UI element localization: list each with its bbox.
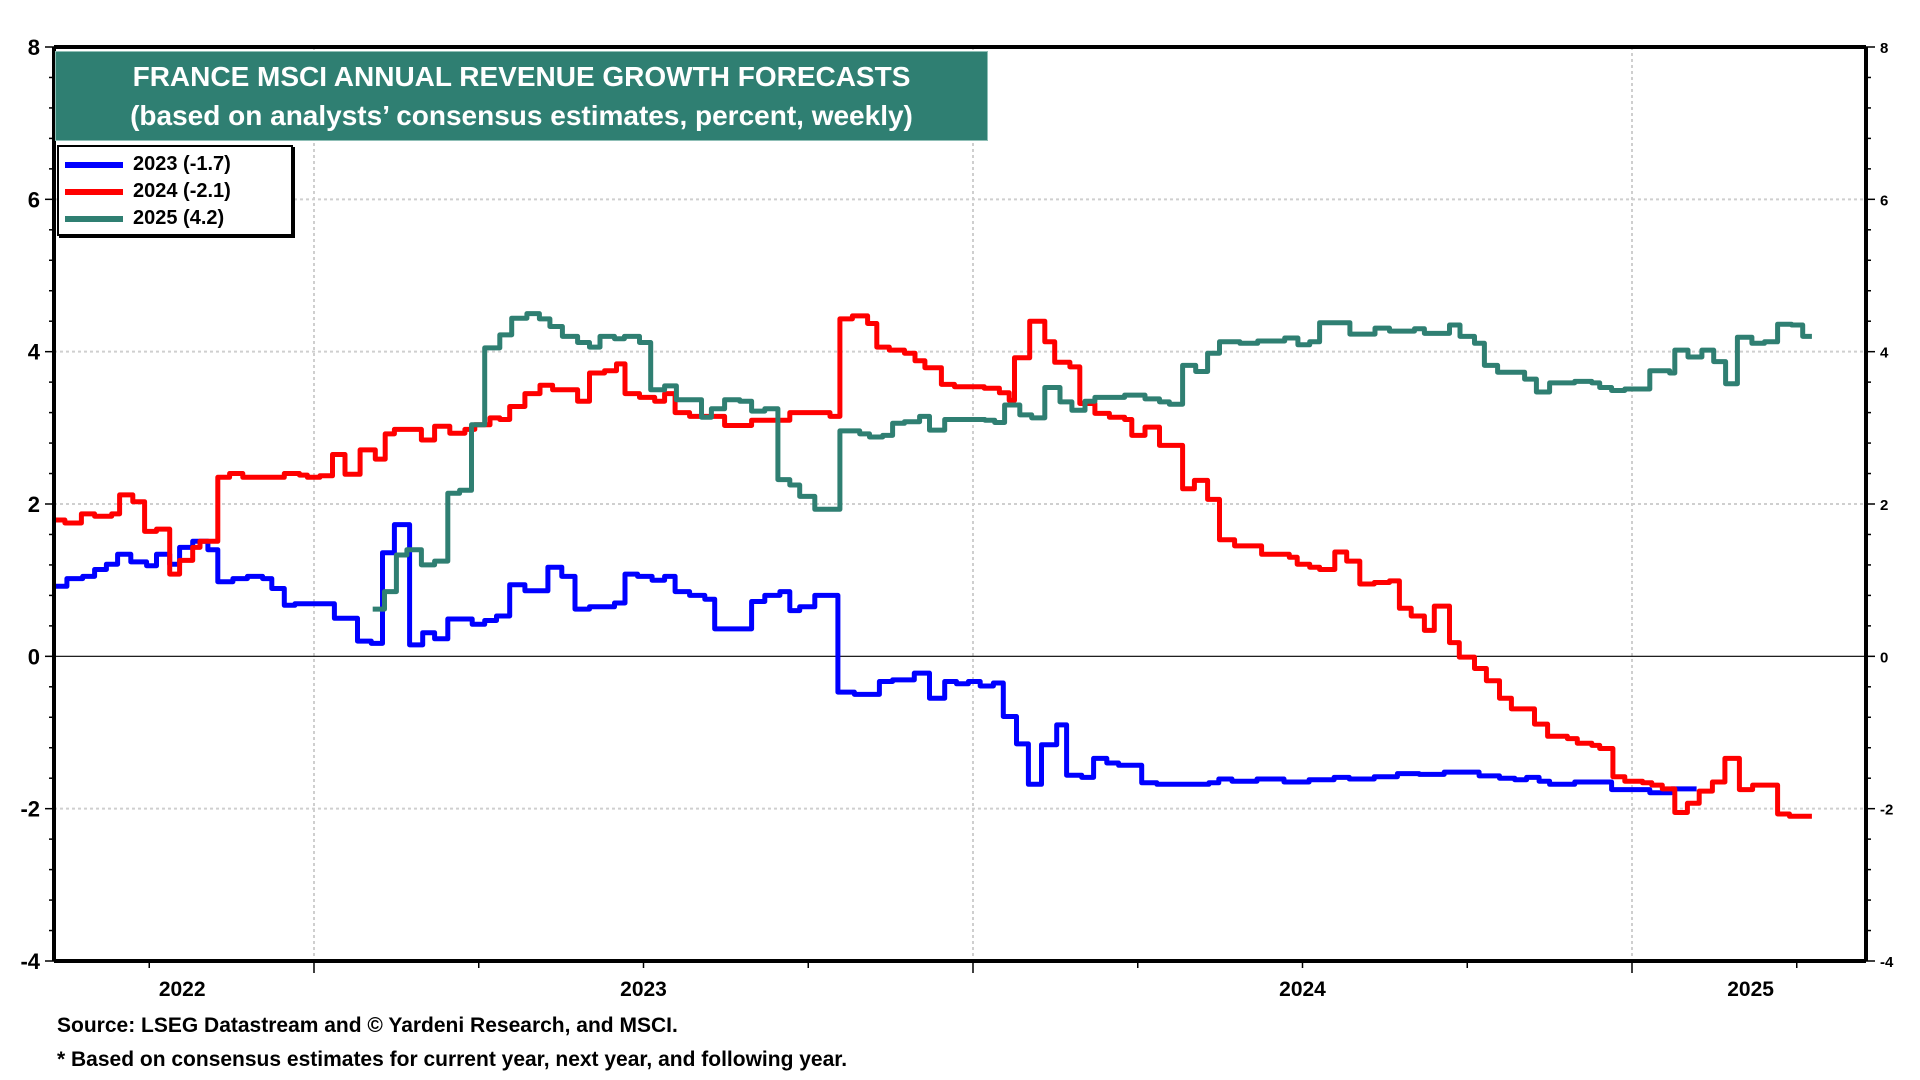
y-tick-label-left: -2 bbox=[20, 797, 40, 822]
chart-subtitle: (based on analysts’ consensus estimates,… bbox=[130, 100, 913, 131]
x-tick-label: 2022 bbox=[159, 978, 206, 1001]
y-tick-label-right: 2 bbox=[1880, 497, 1888, 514]
y-tick-label-left: 6 bbox=[28, 187, 40, 212]
axis-labels: -4 -4 -2 -2 0 0 2 2 4 4 6 6 8 8 2022 2023 2024 2025 bbox=[20, 35, 1894, 1001]
legend-label-2024: 2024 (-2.1) bbox=[133, 180, 231, 202]
series-line-2023 bbox=[53, 522, 1697, 796]
y-tick-label-left: -4 bbox=[20, 949, 40, 974]
legend-swatch-2024 bbox=[65, 188, 123, 195]
y-tick-label-right: -4 bbox=[1880, 954, 1894, 971]
y-tick-label-right: -2 bbox=[1880, 802, 1893, 819]
chart-title: FRANCE MSCI ANNUAL REVENUE GROWTH FORECA… bbox=[132, 61, 911, 92]
y-tick-label-right: 4 bbox=[1880, 345, 1889, 362]
y-tick-label-right: 0 bbox=[1880, 649, 1888, 666]
legend-swatch-2025 bbox=[65, 215, 123, 222]
x-tick-label: 2024 bbox=[1279, 978, 1326, 1001]
series-lines bbox=[53, 311, 1812, 819]
legend-label-2023: 2023 (-1.7) bbox=[133, 153, 231, 175]
gridlines bbox=[54, 47, 1866, 961]
chart-title-box: FRANCE MSCI ANNUAL REVENUE GROWTH FORECA… bbox=[55, 51, 988, 141]
y-tick-label-left: 2 bbox=[28, 492, 40, 517]
footnote: * Based on consensus estimates for curre… bbox=[57, 1048, 848, 1071]
source-note: Source: LSEG Datastream and © Yardeni Re… bbox=[57, 1014, 678, 1037]
y-tick-label-left: 0 bbox=[28, 644, 40, 669]
axis-ticks bbox=[45, 46, 1875, 973]
series-line-2025 bbox=[372, 311, 1812, 612]
x-tick-label: 2025 bbox=[1727, 978, 1774, 1001]
legend: 2023 (-1.7) 2024 (-2.1) 2025 (4.2) bbox=[57, 145, 293, 236]
y-tick-label-right: 8 bbox=[1880, 40, 1888, 57]
legend-item-2025: 2025 (4.2) bbox=[65, 205, 291, 232]
legend-swatch-2023 bbox=[65, 161, 123, 168]
y-tick-label-left: 8 bbox=[28, 35, 40, 60]
y-tick-label-right: 6 bbox=[1880, 192, 1888, 209]
legend-item-2023: 2023 (-1.7) bbox=[65, 151, 291, 178]
y-tick-label-left: 4 bbox=[28, 340, 41, 365]
series-line-2024 bbox=[53, 313, 1812, 819]
legend-label-2025: 2025 (4.2) bbox=[133, 207, 225, 229]
x-tick-label: 2023 bbox=[620, 978, 667, 1001]
legend-item-2024: 2024 (-2.1) bbox=[65, 178, 291, 205]
